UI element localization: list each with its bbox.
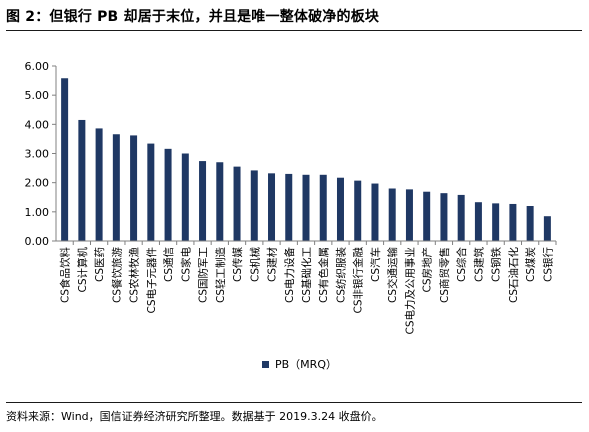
bar-4 [112,134,120,241]
bar-15 [302,174,310,241]
x-tick-label: CS机械 [248,247,261,282]
x-tick-label: CS非银行金融 [352,247,365,314]
x-tick-label: CS有色金属 [317,247,330,303]
legend-swatch [262,360,269,368]
x-tick-label: CS农林牧渔 [128,247,141,303]
bar-11 [233,166,241,241]
bar-28 [526,206,534,241]
y-tick-label: 1.00 [25,206,50,219]
x-tick-label: CS石油石化 [507,247,520,303]
x-tick-label: CS餐饮旅游 [110,247,123,303]
x-tick-label: CS基础化工 [300,247,313,303]
bar-21 [405,189,413,241]
bar-26 [492,203,500,241]
bar-8 [181,153,189,241]
y-tick-label: 6.00 [25,60,50,73]
bar-6 [147,143,155,241]
x-tick-label: CS煤炭 [524,247,537,282]
bar-23 [440,193,448,241]
x-tick-label: CS纺织服装 [334,247,347,303]
x-tick-label: CS建材 [266,247,279,282]
bar-1 [61,78,69,241]
x-tick-label: CS汽车 [369,247,382,282]
x-tick-label: CS通信 [163,247,175,282]
x-tick-label: CS房地产 [421,247,434,293]
x-tick-label: CS商贸零售 [438,247,451,303]
x-tick-label: CS交通运输 [386,247,399,303]
figure-title: 图 2：但银行 PB 却居于末位，并且是唯一整体破净的板块 [6,9,380,25]
x-tick-label: CS家电 [179,247,192,282]
x-tick-label: CS电子元器件 [145,247,158,314]
y-tick-label: 3.00 [25,148,50,161]
legend-label: PB（MRQ） [275,358,337,371]
bar-27 [509,203,517,241]
x-tick-label: CS电力设备 [283,247,296,303]
x-tick-label: CS电力及公用事业 [403,247,416,335]
bar-22 [423,191,431,241]
bar-9 [199,161,207,241]
y-tick-label: 4.00 [25,118,50,131]
y-tick-label: 5.00 [25,89,50,102]
bar-25 [474,202,482,241]
y-tick-label: 0.00 [25,235,50,248]
bar-7 [164,148,172,241]
bar-5 [130,135,138,241]
bar-2 [78,119,86,241]
source-note: 资料来源：Wind，国信证券经济研究所整理。数据基于 2019.3.24 收盘价… [6,410,383,423]
bottom-rule [6,402,582,403]
x-tick-label: CS综合 [455,247,468,282]
x-tick-label: CS医药 [94,247,106,282]
bar-24 [457,194,465,241]
x-tick-label: CS银行 [541,247,554,282]
x-tick-label: CS传媒 [231,247,244,282]
legend: PB（MRQ） [262,356,337,372]
bar-20 [388,188,396,241]
bar-19 [371,183,379,241]
x-tick-label: CS轻工制造 [214,247,227,303]
top-rule [6,30,582,31]
bar-16 [319,174,327,241]
x-tick-label: CS钢铁 [490,247,503,282]
x-tick-label: CS计算机 [76,247,89,293]
bar-29 [543,216,551,241]
bar-12 [250,170,258,241]
bar-13 [268,173,276,241]
x-tick-label: CS国防军工 [197,247,210,303]
x-tick-label: CS建筑 [472,247,485,282]
bar-17 [336,177,344,241]
bar-18 [354,180,362,241]
bar-3 [95,128,103,241]
bar-14 [285,173,293,241]
bar-10 [216,162,224,241]
y-tick-label: 2.00 [25,177,50,190]
x-tick-label: CS食品饮料 [59,247,72,303]
